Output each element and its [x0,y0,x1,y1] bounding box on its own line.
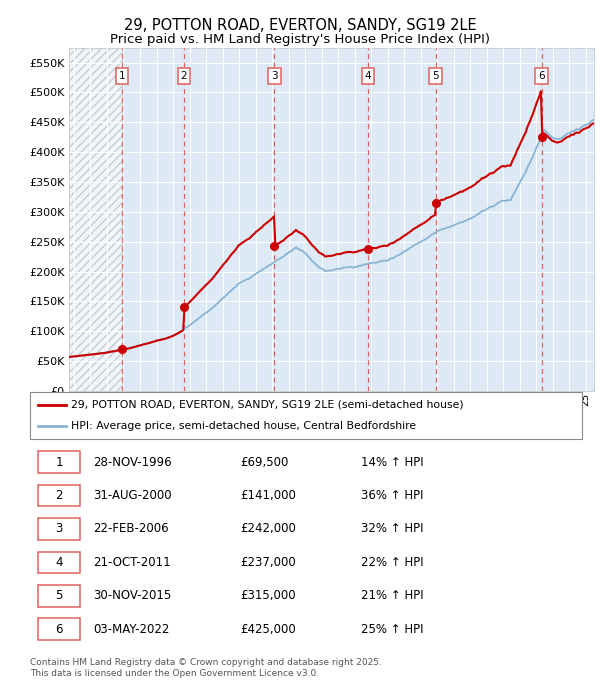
Text: 14% ↑ HPI: 14% ↑ HPI [361,456,424,469]
Text: 29, POTTON ROAD, EVERTON, SANDY, SG19 2LE (semi-detached house): 29, POTTON ROAD, EVERTON, SANDY, SG19 2L… [71,400,464,410]
Text: 2: 2 [55,489,63,502]
Text: £141,000: £141,000 [240,489,296,502]
Text: 22% ↑ HPI: 22% ↑ HPI [361,556,424,569]
Text: Contains HM Land Registry data © Crown copyright and database right 2025.
This d: Contains HM Land Registry data © Crown c… [30,658,382,678]
FancyBboxPatch shape [38,452,80,473]
Text: 21% ↑ HPI: 21% ↑ HPI [361,590,424,602]
Text: 28-NOV-1996: 28-NOV-1996 [94,456,172,469]
Text: £69,500: £69,500 [240,456,288,469]
Text: 29, POTTON ROAD, EVERTON, SANDY, SG19 2LE: 29, POTTON ROAD, EVERTON, SANDY, SG19 2L… [124,18,476,33]
Text: 2: 2 [181,71,187,81]
Text: 03-MAY-2022: 03-MAY-2022 [94,623,170,636]
Text: 1: 1 [119,71,125,81]
Text: 30-NOV-2015: 30-NOV-2015 [94,590,172,602]
Text: 4: 4 [365,71,371,81]
Text: 3: 3 [55,522,62,535]
Text: 1: 1 [55,456,63,469]
Text: £315,000: £315,000 [240,590,295,602]
FancyBboxPatch shape [38,585,80,607]
Text: Price paid vs. HM Land Registry's House Price Index (HPI): Price paid vs. HM Land Registry's House … [110,33,490,46]
FancyBboxPatch shape [38,485,80,507]
Text: £425,000: £425,000 [240,623,296,636]
Text: 5: 5 [55,590,62,602]
Text: 4: 4 [55,556,63,569]
Text: 6: 6 [55,623,63,636]
Text: 31-AUG-2000: 31-AUG-2000 [94,489,172,502]
Text: £242,000: £242,000 [240,522,296,535]
Text: 36% ↑ HPI: 36% ↑ HPI [361,489,424,502]
Text: 21-OCT-2011: 21-OCT-2011 [94,556,171,569]
Text: 3: 3 [271,71,278,81]
Text: 6: 6 [538,71,545,81]
Text: 22-FEB-2006: 22-FEB-2006 [94,522,169,535]
Text: 25% ↑ HPI: 25% ↑ HPI [361,623,424,636]
FancyBboxPatch shape [38,618,80,640]
Text: 32% ↑ HPI: 32% ↑ HPI [361,522,424,535]
FancyBboxPatch shape [38,518,80,540]
Bar [69,48,122,391]
FancyBboxPatch shape [38,551,80,573]
Text: £237,000: £237,000 [240,556,296,569]
Text: 5: 5 [433,71,439,81]
Text: HPI: Average price, semi-detached house, Central Bedfordshire: HPI: Average price, semi-detached house,… [71,421,416,431]
